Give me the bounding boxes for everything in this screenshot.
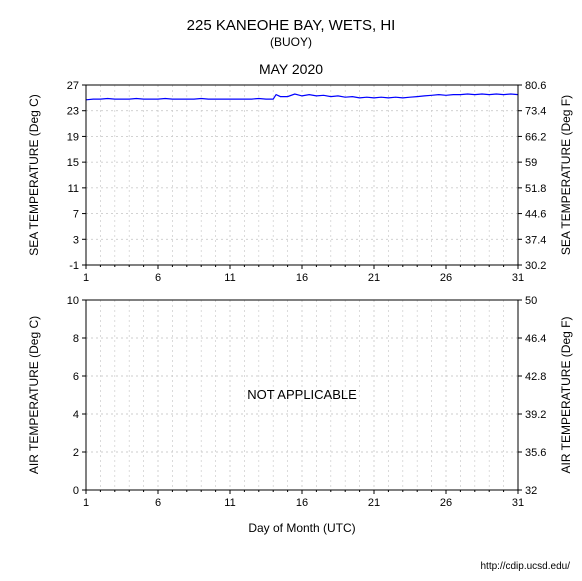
sea-rticklabel: 73.4 [525, 106, 546, 118]
chart-container: { "titles": { "main": "225 KANEOHE BAY, … [0, 0, 582, 581]
sea-lticklabel: -1 [69, 260, 79, 272]
air-lticklabel: 8 [73, 333, 79, 345]
sea-lticklabel: 23 [67, 106, 79, 118]
air-rticklabel: 50 [525, 295, 537, 307]
sea-lticklabel: 19 [67, 131, 79, 143]
air-rticklabel: 42.8 [525, 371, 546, 383]
air-rticklabel: 46.4 [525, 333, 546, 345]
air-lticklabel: 0 [73, 485, 79, 497]
sea-rticklabel: 37.4 [525, 234, 546, 246]
sea-rticklabel: 80.6 [525, 80, 546, 92]
sea-rticklabel: 44.6 [525, 209, 546, 221]
air-xticklabel: 6 [155, 497, 161, 509]
sea-rticklabel: 51.8 [525, 183, 546, 195]
sea-rticklabel: 59 [525, 157, 537, 169]
air-lticklabel: 6 [73, 371, 79, 383]
sea-xticklabel: 6 [155, 272, 161, 284]
chart-svg: 225 KANEOHE BAY, WETS, HI(BUOY) MAY 2020 -… [0, 0, 582, 581]
sea-xticklabel: 1 [83, 272, 89, 284]
sea-lticklabel: 7 [73, 209, 79, 221]
sea-lticklabel: 15 [67, 157, 79, 169]
air-xticklabel: 11 [224, 497, 235, 509]
air-lticklabel: 2 [73, 447, 79, 459]
air-lticklabel: 4 [73, 409, 79, 421]
air-xticklabel: 1 [83, 497, 89, 509]
sea-lticklabel: 11 [68, 183, 79, 195]
sea-lticklabel: 3 [73, 234, 79, 246]
subtitle: (BUOY) [270, 35, 312, 49]
sea-lticklabel: 27 [67, 80, 79, 92]
sea-xticklabel: 21 [368, 272, 380, 284]
credit-url: http://cdip.ucsd.edu/ [480, 561, 570, 572]
sea-rticklabel: 30.2 [525, 260, 546, 272]
sea-rticklabel: 66.2 [525, 131, 546, 143]
air-xticklabel: 31 [512, 497, 524, 509]
air-xticklabel: 26 [440, 497, 452, 509]
air-xticklabel: 16 [296, 497, 308, 509]
sea-xticklabel: 16 [296, 272, 308, 284]
air-rticklabel: 35.6 [525, 447, 546, 459]
air-rticklabel: 32 [525, 485, 537, 497]
air-rticklabel: 39.2 [525, 409, 546, 421]
air-left-label: AIR TEMPERATURE (Deg C) [27, 316, 41, 474]
air-xticklabel: 21 [368, 497, 380, 509]
period-title: MAY 2020 [259, 61, 323, 77]
sea-right-label: SEA TEMPERATURE (Deg F) [559, 95, 573, 255]
sea-left-label: SEA TEMPERATURE (Deg C) [27, 94, 41, 256]
air-right-label: AIR TEMPERATURE (Deg F) [559, 317, 573, 474]
main-title: 225 KANEOHE BAY, WETS, HI [187, 17, 396, 34]
air-lticklabel: 10 [67, 295, 79, 307]
air-not-applicable: NOT APPLICABLE [247, 387, 357, 402]
sea-xticklabel: 26 [440, 272, 452, 284]
x-axis-label: Day of Month (UTC) [248, 521, 355, 535]
sea-xticklabel: 31 [512, 272, 524, 284]
sea-xticklabel: 11 [224, 272, 235, 284]
